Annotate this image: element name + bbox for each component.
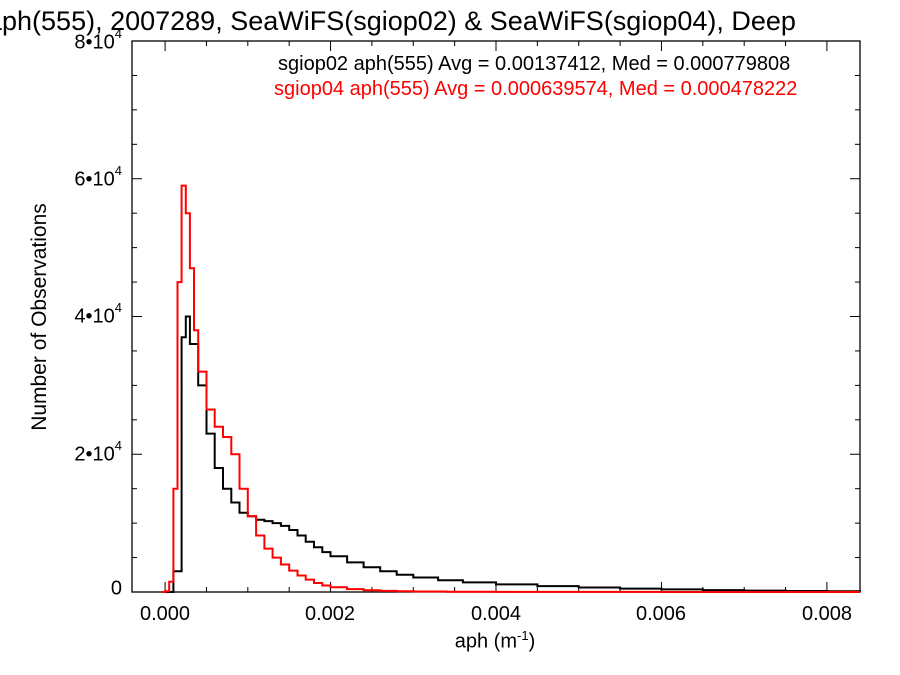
series-line-sgiop04 <box>161 184 860 593</box>
legend-label-sgiop02: sgiop02 aph(555) Avg = 0.00137412, Med =… <box>278 53 791 75</box>
y-axis-label: Number of Observations <box>28 203 51 431</box>
x-axis-label: aph (m-1) <box>454 628 536 653</box>
y-tick-label-0: 0 <box>110 577 122 600</box>
y-tick-label-4: 8•104 <box>74 26 122 54</box>
x-tick-label-0: 0.000 <box>139 603 191 625</box>
chart-title-text: aph(555), 2007289, SeaWiFS(sgiop02) & Se… <box>0 6 796 36</box>
y-tick-label-1: 2•104 <box>74 438 122 466</box>
x-tick-label-3: 0.006 <box>635 603 687 625</box>
series-line-sgiop02 <box>165 315 861 593</box>
legend-entry-sgiop02: sgiop02 aph(555) Avg = 0.00137412, Med =… <box>278 53 900 76</box>
series-lines <box>161 184 861 593</box>
plot-frame <box>131 40 861 593</box>
x-tick-label-4: 0.008 <box>801 603 853 625</box>
legend-label-sgiop04: sgiop04 aph(555) Avg = 0.000639574, Med … <box>274 78 798 100</box>
x-tick-label-1: 0.002 <box>304 603 356 625</box>
x-tick-label-2: 0.004 <box>470 603 522 625</box>
y-tick-label-2: 4•104 <box>74 300 122 328</box>
chart-title: aph(555), 2007289, SeaWiFS(sgiop02) & Se… <box>0 6 900 46</box>
y-tick-label-3: 6•104 <box>74 163 122 191</box>
axis-ticks <box>132 40 860 593</box>
legend-entry-sgiop04: sgiop04 aph(555) Avg = 0.000639574, Med … <box>274 78 900 101</box>
